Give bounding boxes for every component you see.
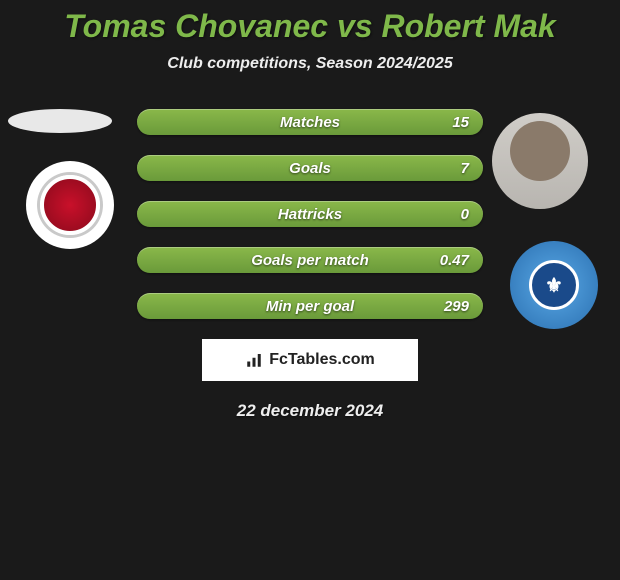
stat-value-right: 7 bbox=[461, 160, 469, 177]
stat-label: Min per goal bbox=[266, 298, 354, 315]
stat-label: Goals per match bbox=[251, 252, 369, 269]
stat-bar-min-per-goal: Min per goal 299 bbox=[137, 293, 483, 319]
stat-bar-goals: Goals 7 bbox=[137, 155, 483, 181]
player2-club-logo: ⚜ bbox=[510, 241, 598, 329]
brand-text: FcTables.com bbox=[269, 351, 375, 369]
stat-value-right: 299 bbox=[444, 298, 469, 315]
slovan-badge-icon: ⚜ bbox=[529, 260, 579, 310]
bar-chart-icon bbox=[245, 351, 263, 369]
date-text: 22 december 2024 bbox=[0, 401, 620, 421]
player1-name: Tomas Chovanec bbox=[64, 8, 328, 44]
ruzomberok-badge-icon bbox=[40, 175, 100, 235]
player2-avatar bbox=[492, 113, 588, 209]
stat-bar-goals-per-match: Goals per match 0.47 bbox=[137, 247, 483, 273]
vs-text: vs bbox=[337, 8, 373, 44]
player2-name: Robert Mak bbox=[381, 8, 555, 44]
stat-value-right: 0 bbox=[461, 206, 469, 223]
subtitle: Club competitions, Season 2024/2025 bbox=[0, 55, 620, 73]
stat-label: Goals bbox=[289, 160, 331, 177]
stat-label: Hattricks bbox=[278, 206, 342, 223]
stat-bars: Matches 15 Goals 7 Hattricks 0 Goals per… bbox=[137, 103, 483, 319]
stat-value-right: 0.47 bbox=[440, 252, 469, 269]
comparison-content: ⚜ Matches 15 Goals 7 Hattricks 0 Goals p… bbox=[0, 103, 620, 421]
stat-bar-hattricks: Hattricks 0 bbox=[137, 201, 483, 227]
player1-avatar bbox=[8, 109, 112, 133]
stat-label: Matches bbox=[280, 114, 340, 131]
stat-bar-matches: Matches 15 bbox=[137, 109, 483, 135]
stat-value-right: 15 bbox=[452, 114, 469, 131]
brand-badge: FcTables.com bbox=[202, 339, 418, 381]
comparison-title: Tomas Chovanec vs Robert Mak bbox=[0, 0, 620, 45]
player1-club-logo bbox=[26, 161, 114, 249]
